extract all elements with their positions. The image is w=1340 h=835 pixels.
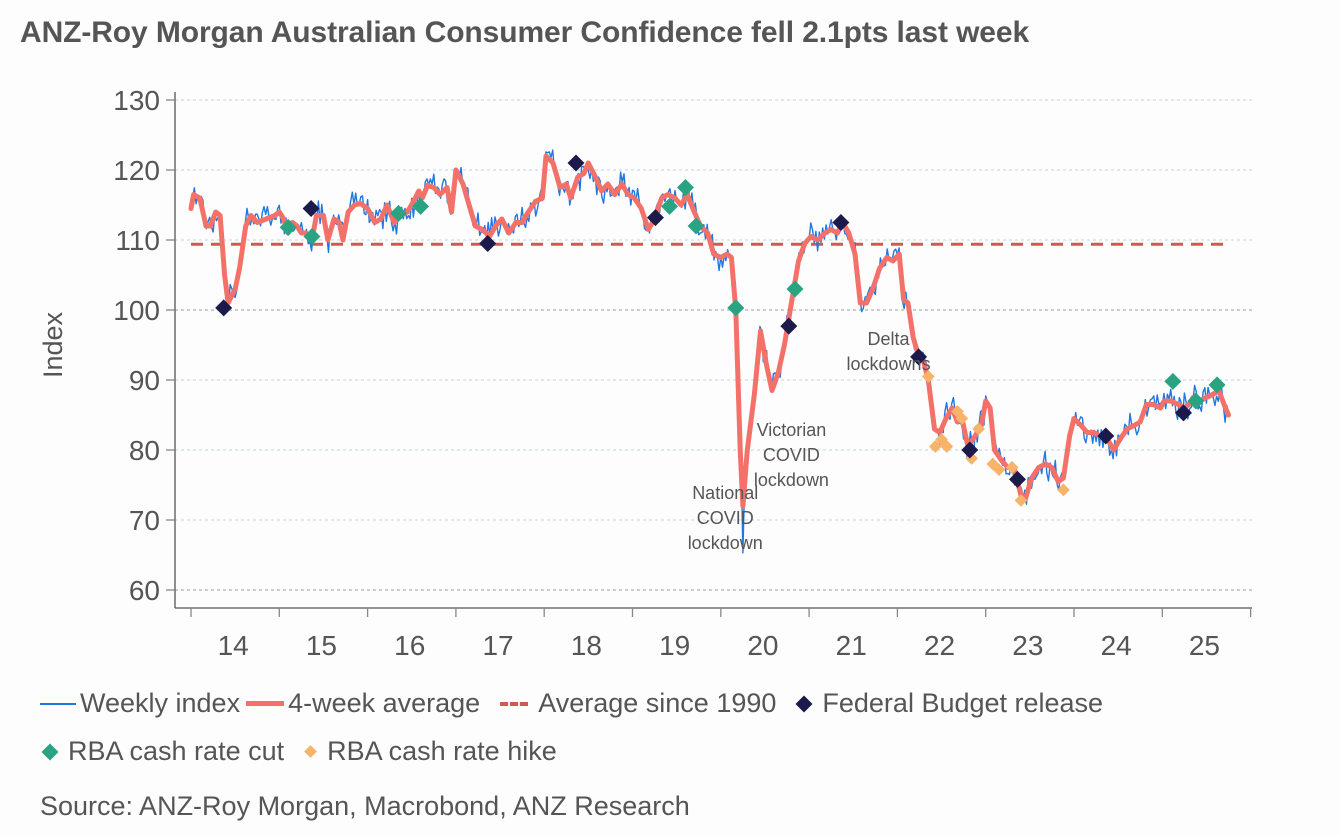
diamond-icon	[304, 745, 317, 758]
legend-item-weekly: Weekly index	[40, 688, 240, 719]
y-tick-label: 120	[113, 155, 160, 186]
chart-title: ANZ-Roy Morgan Australian Consumer Confi…	[20, 16, 1030, 49]
annotation-line: National	[692, 483, 758, 503]
annotation-line: Victorian	[757, 420, 827, 440]
legend-item-rba-cut: RBA cash rate cut	[40, 736, 284, 767]
y-tick-label: 60	[129, 575, 160, 606]
budget-marker	[1009, 470, 1026, 488]
budget-marker	[567, 154, 585, 172]
rba-cut-marker	[786, 280, 804, 298]
rba-cut-marker	[1208, 376, 1226, 394]
rba-cut-marker	[390, 204, 407, 222]
legend-label: Federal Budget release	[822, 688, 1104, 718]
x-tick-label: 14	[218, 630, 249, 661]
diamond-icon	[795, 695, 813, 712]
y-tick-label: 70	[129, 505, 160, 536]
y-tick-label: 100	[113, 295, 160, 326]
annotation: National COVID lockdown	[688, 483, 763, 553]
rba-cut-marker	[661, 197, 679, 215]
legend-item-rba-hike: RBA cash rate hike	[296, 736, 557, 767]
x-tick-label: 19	[659, 630, 690, 661]
y-tick-label: 80	[129, 435, 160, 466]
legend-label: Average since 1990	[538, 688, 777, 718]
rba-cut-marker	[676, 179, 694, 196]
annotation: Victorian COVID lockdown	[754, 420, 829, 490]
y-tick-label: 110	[115, 225, 160, 256]
four-week-average-line	[188, 153, 1231, 509]
rba-cut-marker	[412, 197, 430, 215]
rba-cut-marker	[727, 299, 745, 317]
y-tick-label: 90	[129, 365, 160, 396]
x-tick-label: 20	[747, 630, 778, 661]
budget-marker	[780, 317, 798, 335]
legend-item-avg4: 4-week average	[246, 688, 481, 719]
four-week-average-series	[188, 153, 1231, 509]
y-tick-label: 130	[113, 85, 160, 116]
budget-marker	[910, 348, 928, 366]
event-markers	[215, 154, 1226, 507]
annotation-line: lockdown	[754, 470, 829, 490]
budget-marker	[646, 209, 664, 227]
budget-marker	[479, 235, 497, 252]
legend-label: Weekly index	[80, 688, 241, 718]
legend-label: 4-week average	[288, 688, 481, 718]
legend-row-1: Weekly index 4-week average Average sinc…	[40, 688, 1115, 719]
rba-cut-marker	[687, 217, 705, 235]
budget-marker	[832, 214, 850, 231]
rba-cut-marker	[279, 218, 297, 236]
x-tick-label: 16	[394, 630, 425, 661]
avg4-line-icon	[246, 701, 285, 706]
x-tick-label: 18	[571, 630, 602, 661]
x-axis: 14 15 16 17 18 19 20 21 22 23 24 25	[175, 607, 1252, 661]
rba-cut-marker	[1164, 372, 1182, 390]
dashed-line-icon	[500, 701, 529, 706]
y-axis-label: Index	[38, 311, 68, 378]
x-tick-label: 15	[306, 630, 337, 661]
chart: 60 70 80 90 100 110 120 130 14 15 16 17 18 19 20 21 22 2…	[38, 85, 1252, 661]
budget-marker	[302, 200, 320, 217]
rba-cut-marker	[303, 228, 321, 245]
annotation-line: lockdowns	[847, 354, 931, 374]
x-tick-label: 25	[1189, 630, 1220, 661]
source-note: Source: ANZ-Roy Morgan, Macrobond, ANZ R…	[40, 791, 690, 821]
x-tick-label: 23	[1012, 630, 1043, 661]
budget-marker	[961, 441, 979, 459]
x-tick-label: 21	[836, 630, 867, 661]
legend-label: RBA cash rate cut	[68, 736, 285, 766]
annotation-line: COVID	[763, 445, 820, 465]
legend-label: RBA cash rate hike	[327, 736, 557, 766]
y-axis: 60 70 80 90 100 110 120 130	[113, 85, 176, 608]
x-tick-label: 22	[924, 630, 955, 661]
annotation-line: lockdown	[688, 533, 763, 553]
legend-row-2: RBA cash rate cut RBA cash rate hike	[40, 736, 569, 767]
weekly-line-icon	[40, 702, 76, 705]
annotation-line: Delta	[868, 329, 911, 349]
x-tick-label: 24	[1101, 630, 1132, 661]
budget-marker	[215, 299, 233, 317]
annotation-line: COVID	[697, 508, 754, 528]
annotation: Delta lockdowns	[847, 329, 931, 374]
legend-item-budget: Federal Budget release	[788, 688, 1103, 719]
diamond-icon	[41, 743, 59, 760]
x-tick-label: 17	[482, 630, 513, 661]
legend-item-avg1990: Average since 1990	[492, 688, 776, 719]
